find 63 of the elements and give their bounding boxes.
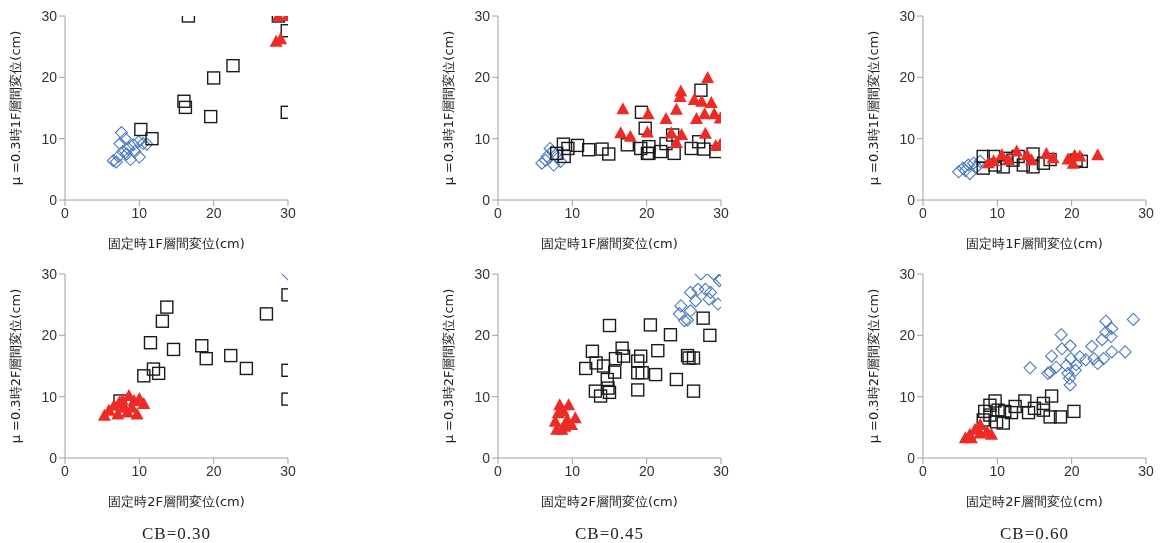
y-tick-label: 20 [41,327,58,344]
x-tick-label: 0 [494,462,503,479]
y-tick-label: 20 [899,327,916,344]
y-tick-label: 0 [907,191,916,208]
y-axis-title: μ =0.3時1F層間変位(cm) [7,30,23,186]
y-tick-label: 0 [482,191,491,208]
text: CB=0.30 [141,524,212,543]
x-tick-label: 20 [638,204,655,221]
y-axis-title: μ =0.3時2F層間変位(cm) [865,288,881,444]
x-tick-label: 20 [638,462,655,479]
y-tick-label: 10 [41,130,58,147]
y-tick-label: 10 [899,130,916,147]
x-tick-label: 20 [205,462,222,479]
x-tick-label: 0 [61,204,70,221]
y-tick-label: 30 [474,7,491,24]
y-tick-label: 30 [474,265,491,282]
x-tick-label: 10 [989,204,1006,221]
x-tick-label: 10 [564,204,581,221]
y-tick-label: 10 [41,388,58,405]
y-axis-title: μ =0.3時2F層間変位(cm) [7,288,23,444]
x-tick-label: 10 [564,462,581,479]
x-axis-title: 固定時2F層間変位(cm) [541,494,678,509]
y-tick-label: 20 [474,69,491,86]
x-tick-label: 0 [494,204,503,221]
text: CB=0.45 [574,524,645,543]
text: CB=0.60 [999,524,1070,543]
x-tick-label: 0 [919,462,928,479]
y-axis-title: μ =0.3時1F層間変位(cm) [440,30,456,186]
x-tick-label: 20 [1063,462,1080,479]
y-tick-label: 0 [49,449,58,466]
x-tick-label: 10 [989,462,1006,479]
y-tick-label: 30 [899,7,916,24]
x-tick-label: 30 [1138,204,1154,221]
y-axis-title: μ =0.3時2F層間変位(cm) [440,288,456,444]
y-tick-label: 10 [474,388,491,405]
y-tick-label: 0 [49,191,58,208]
y-tick-label: 30 [899,265,916,282]
x-axis-title: 固定時1F層間変位(cm) [966,236,1103,251]
x-tick-label: 20 [1063,204,1080,221]
y-tick-label: 20 [41,69,58,86]
x-axis-title: 固定時2F層間変位(cm) [966,494,1103,509]
y-tick-label: 30 [41,265,58,282]
x-axis-title: 固定時1F層間変位(cm) [541,236,678,251]
y-tick-label: 10 [899,388,916,405]
x-tick-label: 30 [280,204,296,221]
x-tick-label: 10 [131,204,148,221]
y-tick-label: 20 [474,327,491,344]
x-tick-label: 0 [61,462,70,479]
y-tick-label: 20 [899,69,916,86]
x-tick-label: 30 [280,462,296,479]
y-tick-label: 30 [41,7,58,24]
x-tick-label: 30 [713,204,729,221]
x-tick-label: 30 [1138,462,1154,479]
x-axis-title: 固定時2F層間変位(cm) [108,494,245,509]
y-tick-label: 0 [907,449,916,466]
x-tick-label: 0 [919,204,928,221]
y-tick-label: 10 [474,130,491,147]
x-tick-label: 10 [131,462,148,479]
y-axis-title: μ =0.3時1F層間変位(cm) [865,30,881,186]
x-axis-title: 固定時1F層間変位(cm) [108,236,245,251]
x-tick-label: 30 [713,462,729,479]
y-tick-label: 0 [482,449,491,466]
x-tick-label: 20 [205,204,222,221]
